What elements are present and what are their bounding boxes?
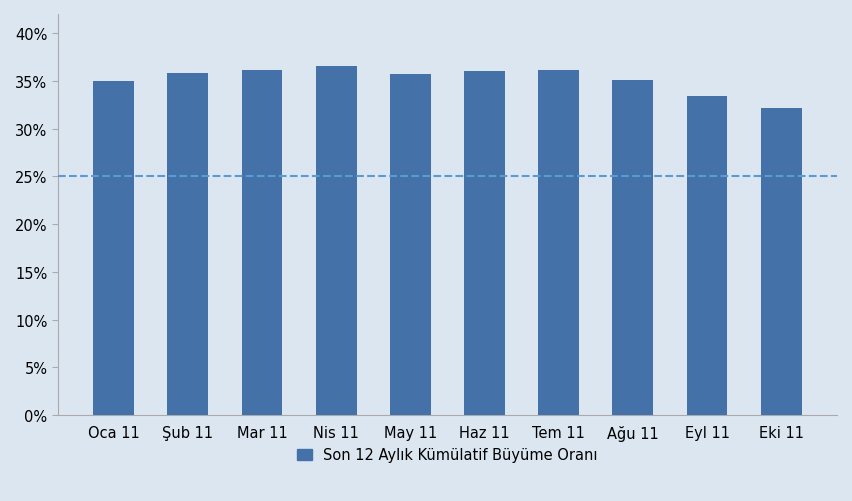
Bar <box>538 71 579 415</box>
Bar <box>94 82 134 415</box>
Bar <box>464 72 505 415</box>
Bar <box>390 75 431 415</box>
Bar <box>242 71 283 415</box>
Bar <box>761 108 802 415</box>
Bar <box>613 81 653 415</box>
Bar <box>687 97 728 415</box>
Bar <box>168 74 208 415</box>
Bar <box>316 67 357 415</box>
Legend: Son 12 Aylık Kümülatif Büyüme Oranı: Son 12 Aylık Kümülatif Büyüme Oranı <box>291 441 604 468</box>
